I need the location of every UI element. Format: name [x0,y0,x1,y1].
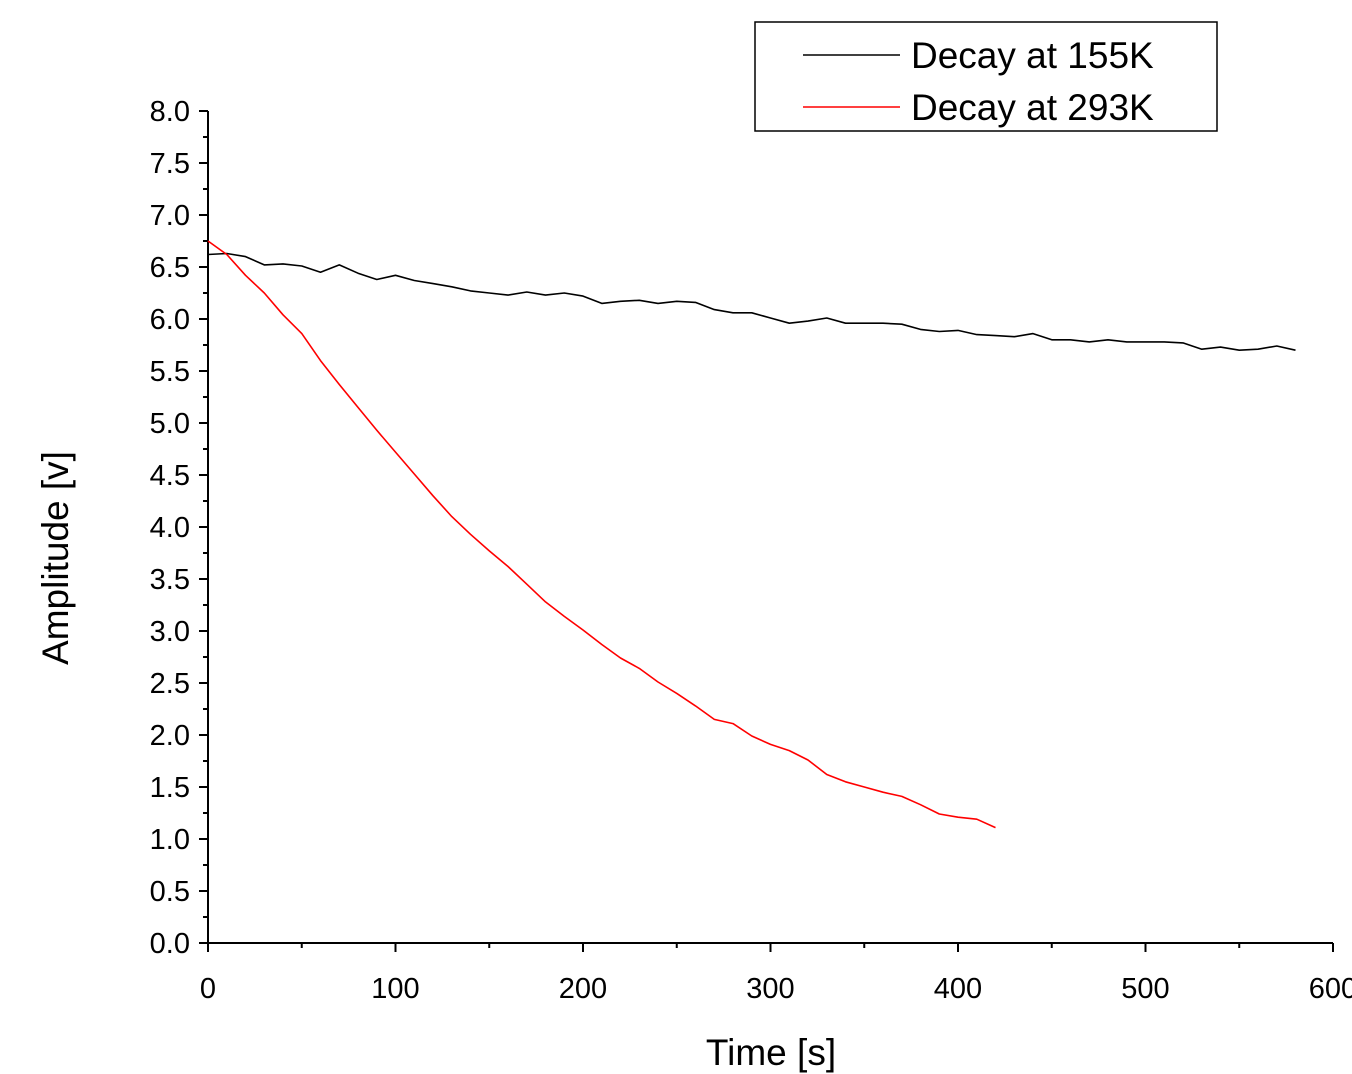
series-line-2 [207,240,996,829]
y-tick-label: 7.0 [150,200,190,232]
y-tick-label: 2.5 [150,668,190,700]
y-tick-label: 4.5 [150,460,190,492]
x-tick-label: 400 [934,973,982,1005]
x-tick-label: 500 [1121,973,1169,1005]
y-tick-label: 5.5 [150,356,190,388]
y-tick-label: 1.0 [150,824,190,856]
legend-label-1: Decay at 155K [911,35,1154,76]
x-tick-label: 300 [746,973,794,1005]
legend-label-2: Decay at 293K [911,87,1154,128]
y-tick-label: 3.0 [150,616,190,648]
y-tick-label: 0.5 [150,876,190,908]
y-tick-label: 4.0 [150,512,190,544]
y-tick-label: 5.0 [150,408,190,440]
legend-box [754,21,1218,132]
y-tick-label: 8.0 [150,96,190,128]
series-lines [207,240,1296,829]
y-tick-label: 0.0 [150,928,190,960]
series-line-1 [207,252,1296,352]
y-tick-label: 1.5 [150,772,190,804]
y-axis-title: Amplitude [v] [35,451,76,665]
axes: 0 100 200 300 400 500 600 0.0 0.5 1.0 1.5 2.0 2.5 3.0… [150,96,1352,1005]
y-tick-label: 7.5 [150,148,190,180]
x-axis-title: Time [s] [706,1032,836,1073]
y-tick-label: 6.0 [150,304,190,336]
x-tick-label: 200 [559,973,607,1005]
y-tick-label: 6.5 [150,252,190,284]
legend: Decay at 155K Decay at 293K [754,21,1218,132]
y-tick-label: 2.0 [150,720,190,752]
x-tick-label: 600 [1309,973,1352,1005]
x-tick-label: 0 [200,973,216,1005]
y-tick-label: 3.5 [150,564,190,596]
x-tick-label: 100 [371,973,419,1005]
